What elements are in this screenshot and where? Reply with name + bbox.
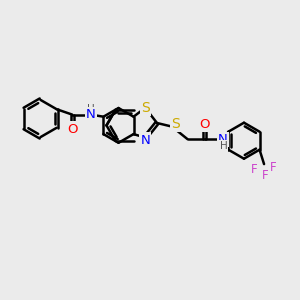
Text: N: N: [140, 134, 150, 146]
Text: S: S: [171, 117, 180, 131]
Text: F: F: [251, 163, 258, 176]
Text: F: F: [270, 161, 277, 174]
Text: O: O: [200, 118, 210, 131]
Text: F: F: [262, 169, 269, 182]
Text: O: O: [67, 122, 77, 136]
Text: N: N: [218, 133, 228, 146]
Text: S: S: [141, 101, 150, 115]
Text: H: H: [220, 141, 227, 151]
Text: H: H: [87, 104, 95, 114]
Text: N: N: [86, 108, 96, 121]
